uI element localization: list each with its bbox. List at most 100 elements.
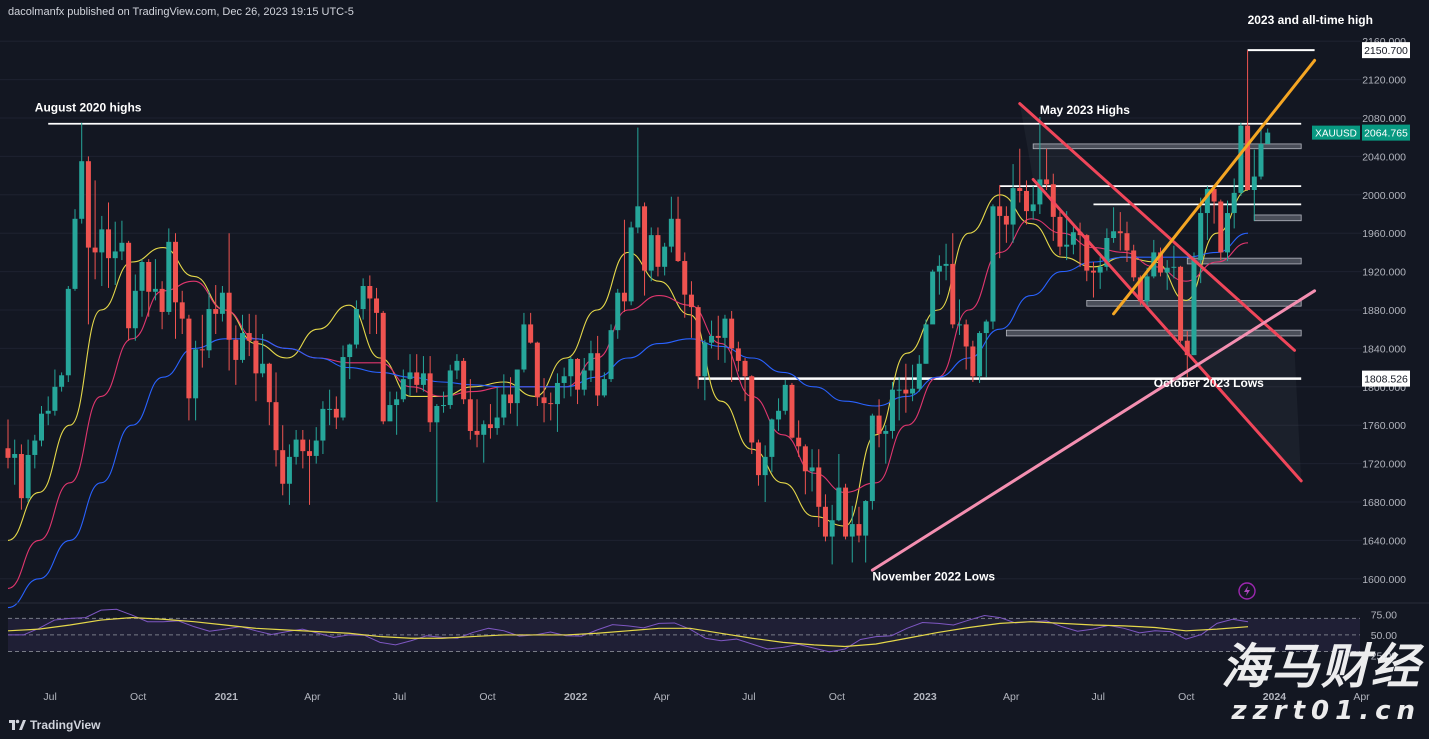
candle-body — [159, 288, 165, 312]
candle-body — [447, 370, 453, 406]
candle-body — [39, 413, 45, 441]
candle-body — [930, 271, 936, 325]
candle-body — [534, 342, 540, 398]
candle-body — [347, 344, 353, 358]
candle-body — [420, 373, 426, 385]
footer-brand[interactable]: TradingView — [8, 716, 100, 734]
candle-body — [25, 454, 31, 499]
candle-body — [146, 262, 152, 292]
candle-body — [514, 369, 520, 404]
candle-body — [59, 375, 65, 387]
time-tick-label: Oct — [829, 691, 845, 703]
candle-body — [990, 206, 996, 322]
time-tick-label: Jul — [393, 691, 406, 703]
candle-body — [474, 430, 480, 435]
candle-body — [213, 309, 219, 314]
candle-body — [816, 467, 822, 507]
candle-body — [1097, 266, 1103, 273]
channel-fill — [1019, 103, 1302, 481]
candle-body — [856, 524, 862, 536]
candle-body — [333, 408, 339, 418]
candle-body — [662, 246, 668, 267]
time-tick-label: 2024 — [1263, 691, 1287, 703]
candle-body — [588, 353, 594, 371]
candle-body — [729, 318, 735, 349]
candle-body — [246, 333, 252, 341]
candle-body — [595, 353, 601, 396]
candle-body — [501, 394, 507, 418]
price-zone — [1253, 214, 1302, 222]
candle-body — [1164, 267, 1170, 273]
candle-body — [1003, 215, 1009, 225]
rsi-line — [8, 608, 1249, 653]
candle-body — [836, 487, 842, 521]
time-tick-label: 2023 — [913, 691, 937, 703]
symbol-tag: XAUUSD — [1315, 129, 1357, 140]
candle-body — [755, 442, 761, 476]
candle-body — [99, 229, 105, 253]
candle-body — [1198, 213, 1204, 261]
candle-body — [1010, 188, 1016, 225]
candle-body — [1251, 176, 1257, 190]
candle-body — [1258, 143, 1264, 177]
trendline — [1018, 102, 1296, 352]
candle-body — [1184, 340, 1190, 356]
candle-body — [956, 324, 962, 326]
candle-body — [843, 487, 849, 537]
candle-body — [441, 405, 447, 407]
candle-body — [1204, 189, 1210, 214]
candle-body — [1017, 188, 1023, 191]
candle-body — [32, 440, 38, 455]
chart-annotation: November 2022 Lows — [872, 570, 995, 584]
candle-body — [688, 294, 694, 308]
moving-average-line — [7, 232, 1249, 609]
zones — [1005, 103, 1302, 481]
rsi-tick-label: 50.00 — [1371, 630, 1397, 642]
candle-body — [414, 372, 420, 385]
candle-body — [300, 439, 306, 452]
symbol-tag-box — [1312, 125, 1360, 140]
axes: 1600.000 1640.000 1680.000 1720.000 1760.000… — [0, 36, 1429, 703]
candle-body — [722, 318, 728, 338]
candle-body — [193, 349, 199, 399]
candle-body — [494, 417, 500, 429]
time-tick-label: Apr — [654, 691, 671, 703]
candle-body — [5, 448, 11, 458]
candle-body — [166, 241, 172, 312]
price-tick-label: 2040.000 — [1362, 151, 1406, 163]
candle-body — [762, 456, 768, 476]
candle-body — [675, 218, 681, 262]
candle-body — [575, 358, 581, 390]
candle-body — [863, 501, 869, 536]
candle-body — [45, 410, 51, 414]
candle-body — [72, 218, 78, 289]
moving-averages — [7, 189, 1249, 609]
candle-body — [434, 406, 440, 423]
candle-body — [1231, 192, 1237, 214]
trendline — [1112, 58, 1317, 316]
price-tick-label: 1760.000 — [1362, 420, 1406, 432]
candle-body — [809, 467, 815, 472]
level-price-label: 2150.700 — [1364, 45, 1408, 57]
rsi-signal-line — [7, 616, 1249, 648]
candle-body — [869, 415, 875, 502]
candle-body — [481, 424, 487, 435]
candle-body — [467, 399, 473, 431]
candle-body — [1137, 277, 1143, 302]
price-tick-label: 1960.000 — [1362, 228, 1406, 240]
time-tick-label: Apr — [1003, 691, 1020, 703]
lightning-icon[interactable] — [1238, 582, 1256, 600]
candle-body — [1131, 250, 1137, 278]
candle-body — [226, 292, 232, 340]
candle-body — [950, 263, 956, 325]
candle-body — [1044, 179, 1050, 185]
candle-body — [206, 309, 212, 351]
candle-body — [1211, 189, 1217, 202]
price-tick-label: 2000.000 — [1362, 190, 1406, 202]
candle-body — [735, 348, 741, 361]
candle-body — [266, 363, 272, 403]
price-tick-label: 2120.000 — [1362, 75, 1406, 87]
candle-body — [648, 235, 654, 271]
candle-body — [916, 363, 922, 389]
